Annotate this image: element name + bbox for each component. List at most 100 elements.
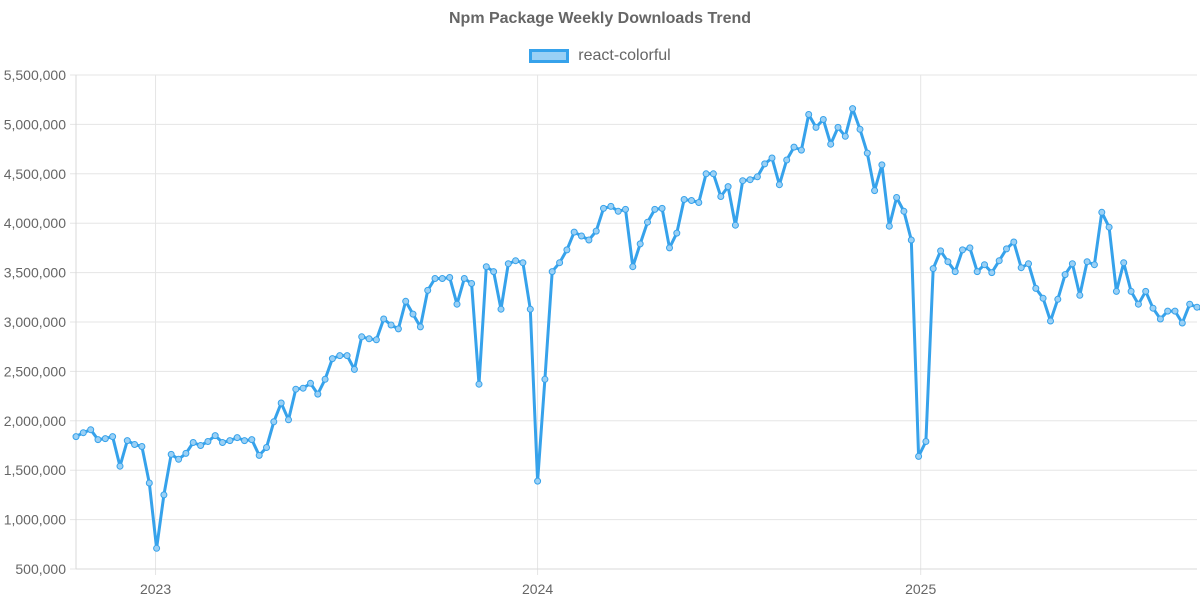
data-point[interactable]: [805, 111, 813, 118]
data-point[interactable]: [1120, 259, 1128, 267]
data-point[interactable]: [1149, 304, 1157, 312]
data-point[interactable]: [490, 268, 498, 276]
data-point[interactable]: [94, 436, 102, 444]
data-point[interactable]: [907, 236, 915, 244]
data-point[interactable]: [475, 380, 483, 388]
data-point[interactable]: [1090, 261, 1098, 269]
data-point[interactable]: [175, 455, 183, 463]
data-point[interactable]: [219, 439, 226, 446]
data-point[interactable]: [585, 236, 593, 244]
data-point[interactable]: [636, 240, 644, 248]
data-point[interactable]: [1025, 260, 1032, 268]
data-point[interactable]: [497, 305, 505, 313]
data-point[interactable]: [893, 194, 901, 201]
data-point[interactable]: [372, 336, 380, 344]
data-point[interactable]: [981, 261, 988, 269]
data-point[interactable]: [900, 207, 908, 215]
data-point[interactable]: [204, 438, 212, 445]
data-point[interactable]: [145, 479, 153, 487]
data-point[interactable]: [1054, 295, 1062, 303]
data-point[interactable]: [482, 263, 490, 271]
data-point[interactable]: [350, 365, 358, 373]
data-point[interactable]: [424, 286, 432, 294]
data-point[interactable]: [570, 228, 578, 236]
data-point[interactable]: [526, 305, 534, 313]
data-point[interactable]: [673, 229, 681, 237]
data-point[interactable]: [189, 439, 197, 446]
data-point[interactable]: [827, 140, 835, 148]
data-point[interactable]: [101, 435, 109, 443]
data-point[interactable]: [797, 146, 805, 154]
data-point[interactable]: [534, 477, 542, 485]
data-point[interactable]: [402, 297, 410, 305]
data-point[interactable]: [761, 160, 769, 168]
data-point[interactable]: [944, 258, 952, 266]
data-point[interactable]: [1068, 260, 1076, 268]
data-point[interactable]: [263, 444, 270, 451]
data-point[interactable]: [1083, 258, 1091, 266]
data-point[interactable]: [241, 437, 248, 445]
data-point[interactable]: [731, 221, 739, 229]
data-point[interactable]: [819, 116, 827, 123]
data-point[interactable]: [453, 300, 461, 308]
data-point[interactable]: [409, 310, 417, 318]
data-point[interactable]: [1003, 245, 1010, 253]
data-point[interactable]: [1112, 287, 1120, 295]
data-point[interactable]: [753, 173, 761, 181]
data-point[interactable]: [1127, 287, 1135, 295]
data-point[interactable]: [416, 323, 424, 331]
data-point[interactable]: [995, 257, 1003, 265]
data-point[interactable]: [658, 204, 666, 212]
data-point[interactable]: [988, 269, 996, 277]
data-point[interactable]: [717, 193, 725, 200]
data-point[interactable]: [343, 352, 351, 360]
data-point[interactable]: [1171, 307, 1179, 315]
data-point[interactable]: [79, 429, 87, 437]
data-point[interactable]: [211, 432, 219, 440]
data-point[interactable]: [863, 149, 871, 157]
data-point[interactable]: [519, 259, 527, 267]
data-point[interactable]: [592, 227, 600, 235]
data-point[interactable]: [358, 333, 366, 341]
data-point[interactable]: [1061, 271, 1069, 279]
data-point[interactable]: [328, 355, 336, 363]
legend[interactable]: react-colorful: [0, 47, 1200, 65]
data-point[interactable]: [255, 451, 263, 459]
data-point[interactable]: [702, 170, 710, 178]
data-point[interactable]: [380, 315, 388, 323]
data-point[interactable]: [72, 433, 80, 441]
data-point[interactable]: [688, 197, 695, 204]
data-point[interactable]: [541, 375, 549, 383]
data-point[interactable]: [548, 268, 556, 276]
data-point[interactable]: [460, 275, 468, 282]
data-point[interactable]: [973, 268, 981, 276]
data-point[interactable]: [292, 385, 300, 393]
data-point[interactable]: [87, 426, 95, 434]
data-point[interactable]: [922, 438, 930, 445]
legend-label[interactable]: react-colorful: [578, 47, 671, 64]
data-point[interactable]: [834, 123, 842, 131]
data-point[interactable]: [1032, 284, 1040, 292]
data-point[interactable]: [614, 207, 622, 215]
data-point[interactable]: [607, 202, 615, 210]
data-point[interactable]: [878, 161, 886, 169]
data-point[interactable]: [1164, 307, 1172, 315]
data-point[interactable]: [695, 199, 703, 206]
data-point[interactable]: [1156, 315, 1164, 323]
data-point[interactable]: [937, 247, 945, 255]
data-point[interactable]: [160, 491, 168, 499]
data-point[interactable]: [768, 154, 776, 162]
data-point[interactable]: [277, 399, 285, 407]
data-point[interactable]: [226, 437, 234, 445]
data-point[interactable]: [629, 263, 637, 271]
data-point[interactable]: [1134, 300, 1142, 308]
data-point[interactable]: [929, 265, 937, 273]
data-point[interactable]: [468, 280, 476, 287]
data-point[interactable]: [666, 244, 673, 252]
data-point[interactable]: [446, 274, 454, 281]
data-point[interactable]: [783, 156, 791, 164]
data-point[interactable]: [233, 434, 241, 442]
data-point[interactable]: [644, 218, 651, 226]
data-point[interactable]: [578, 232, 585, 240]
data-point[interactable]: [600, 204, 607, 212]
